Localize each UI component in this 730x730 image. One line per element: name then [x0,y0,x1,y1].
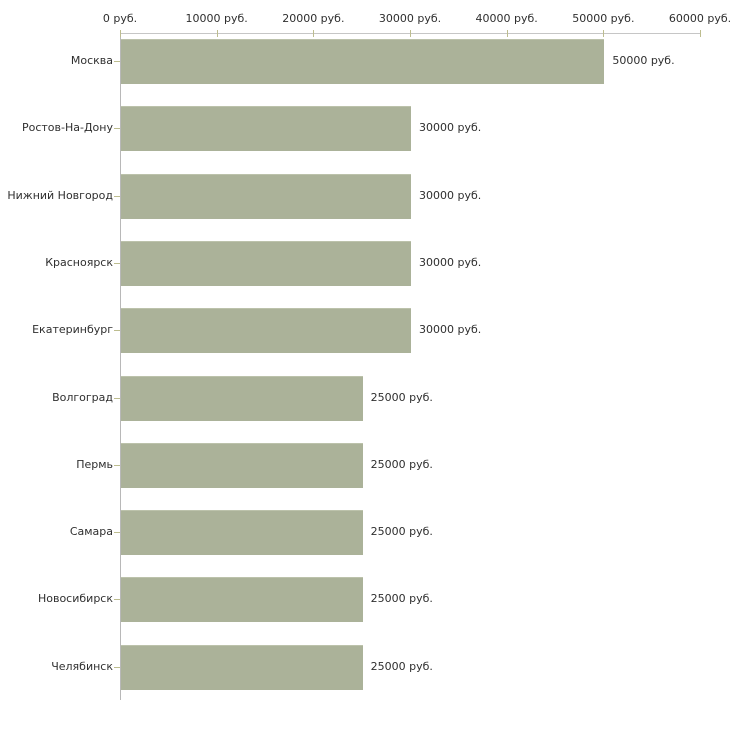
bar-value-label: 25000 руб. [370,592,433,606]
category-label: Челябинск [51,659,113,673]
category-label: Москва [70,54,113,67]
category-tick-mark [114,262,120,264]
bar [121,577,363,623]
bar [121,308,411,354]
x-axis-tick-label: 30000 руб. [378,12,442,25]
bar [121,644,363,690]
bar [121,173,411,219]
bar-value-label: 30000 руб. [419,188,482,202]
bar-value-label: 30000 руб. [419,121,482,135]
bar-value-label: 25000 руб. [370,659,433,673]
bar [121,375,363,421]
bar [121,240,411,286]
bar-value-label: 30000 руб. [419,255,482,269]
x-axis-tick-label: 40000 руб. [475,12,538,25]
bar-value-label: 25000 руб. [370,390,433,404]
x-axis-tick-mark [410,30,411,37]
x-axis-tick-mark [216,30,218,37]
category-tick-mark [114,128,120,130]
x-axis-tick-mark [506,30,508,37]
bar-value-label: 25000 руб. [370,525,433,539]
category-label: Ростов-На-Дону [21,121,113,135]
category-label: Нижний Новгород [7,188,113,202]
y-axis-line [120,33,121,700]
category-tick-mark [114,195,120,197]
bar-value-label: 50000 руб. [612,54,675,67]
category-label: Самара [69,525,113,539]
x-axis-tick-mark [700,30,701,37]
category-label: Екатеринбург [32,323,113,337]
category-label: Пермь [76,457,113,471]
category-label: Волгоград [52,390,113,404]
x-axis-tick-label: 60000 руб. [668,12,730,25]
x-axis-tick-label: 10000 руб. [185,12,248,25]
bar [121,442,363,488]
bar-value-label: 30000 руб. [419,323,482,337]
category-tick-mark [114,599,120,601]
x-axis-tick-mark [313,30,315,37]
category-label: Новосибирск [37,592,113,606]
category-tick-mark [114,532,120,534]
category-label: Красноярск [45,255,113,269]
bar-value-label: 25000 руб. [370,457,433,471]
bar [121,510,363,556]
category-tick-mark [114,464,120,466]
x-axis-tick-label: 50000 руб. [572,12,635,25]
x-axis-tick-label: 0 руб. [102,12,138,25]
x-axis-tick-mark [603,30,605,37]
bar [121,39,605,84]
category-tick-mark [114,666,120,668]
category-tick-mark [114,330,120,332]
category-tick-mark [114,61,120,62]
x-axis-tick-label: 20000 руб. [282,12,345,25]
bar [121,106,411,152]
x-axis-tick-mark [120,30,121,37]
category-tick-mark [114,397,120,399]
